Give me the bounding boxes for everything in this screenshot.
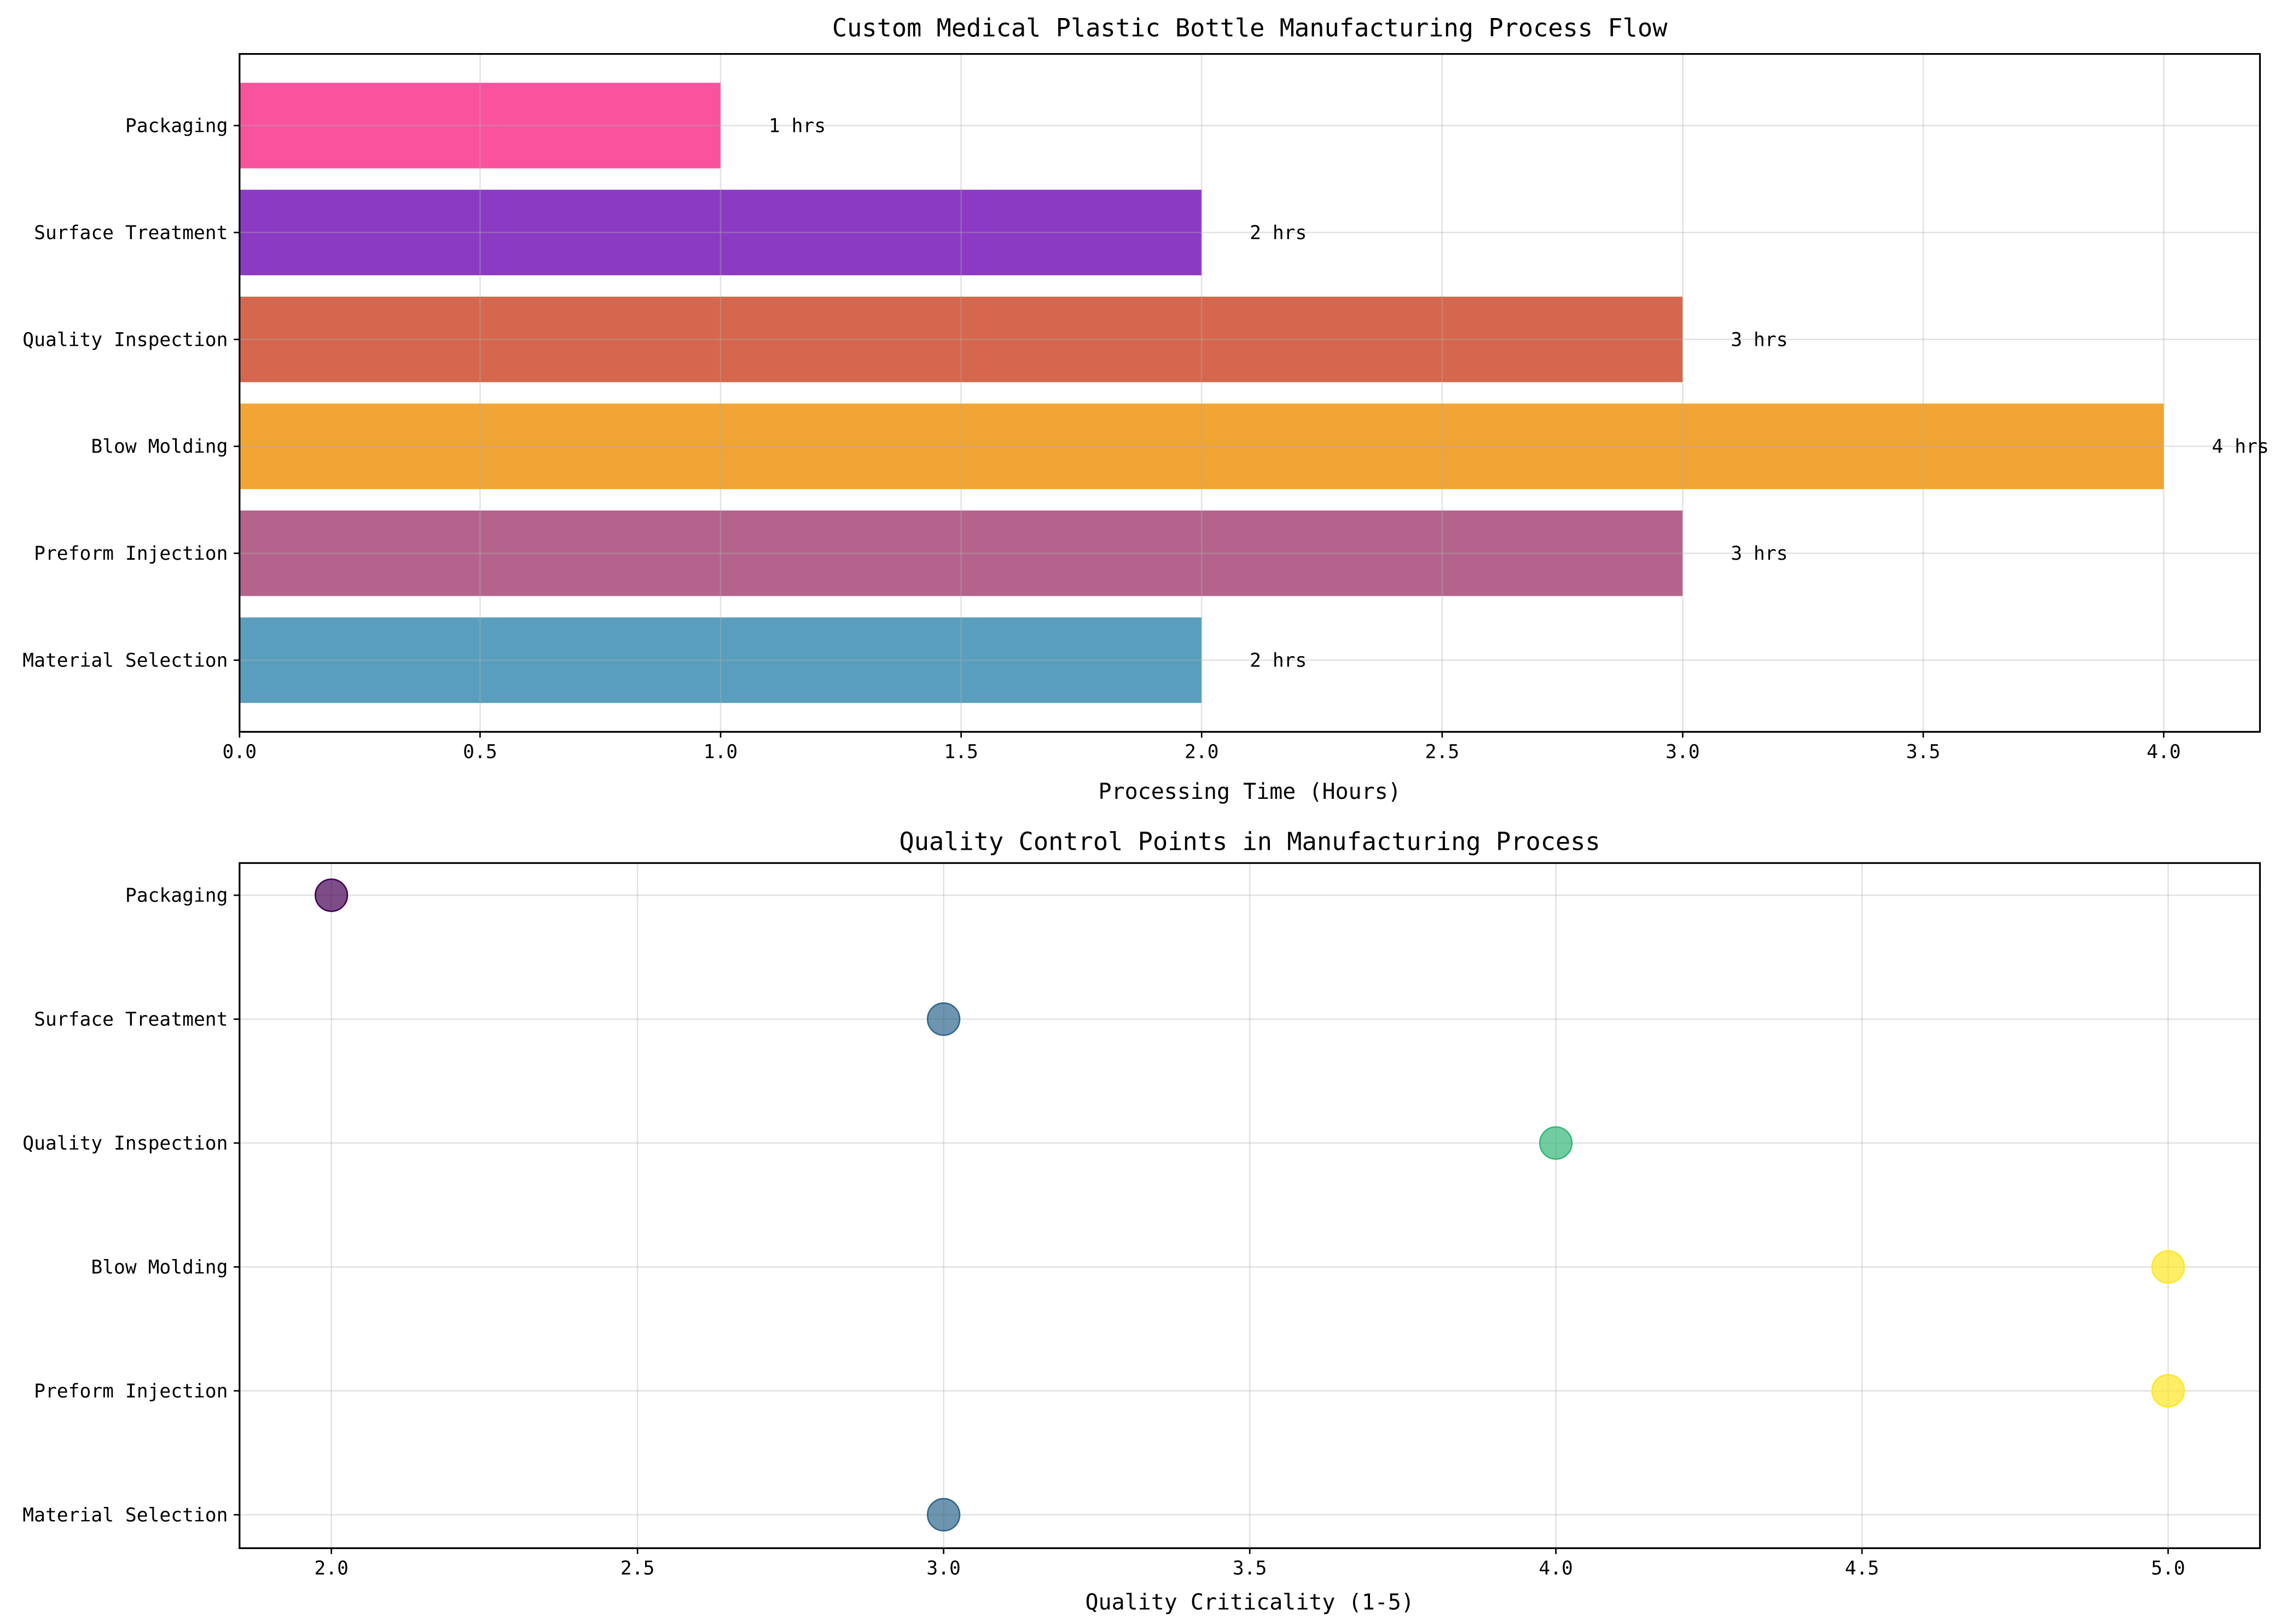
y-tick-label: Preform Injection (34, 543, 228, 565)
x-tick-label: 0.0 (223, 741, 257, 763)
scatter-point (2151, 1250, 2185, 1284)
data-label: 3 hrs (1731, 329, 1788, 351)
x-tick-label: 2.5 (620, 1557, 655, 1579)
scatter-point (927, 1498, 961, 1532)
y-tick-label: Blow Molding (91, 1256, 228, 1278)
bar (239, 83, 721, 169)
gridlines (239, 54, 2260, 732)
quality-control-chart: Quality Control Points in Manufacturing … (22, 827, 2261, 1615)
x-tick-label: 3.5 (1906, 741, 1941, 763)
chart-title: Quality Control Points in Manufacturing … (899, 827, 1600, 856)
y-tick-label: Packaging (125, 115, 228, 137)
x-axis-label: Processing Time (Hours) (1099, 779, 1401, 804)
y-tick-label: Preform Injection (34, 1381, 228, 1402)
x-tick-label: 3.5 (1233, 1557, 1267, 1579)
scatter-point (1539, 1126, 1573, 1160)
data-label: 1 hrs (769, 115, 826, 137)
data-label: 2 hrs (1250, 222, 1307, 244)
scatter-point (315, 878, 349, 912)
x-tick-label: 4.0 (1539, 1557, 1573, 1579)
y-tick-label: Quality Inspection (22, 329, 228, 351)
y-tick-label: Surface Treatment (34, 222, 228, 244)
x-tick-label: 1.0 (704, 741, 738, 763)
y-tick-label: Surface Treatment (34, 1009, 228, 1031)
x-tick-label: 3.0 (1665, 741, 1700, 763)
y-tick-label: Blow Molding (91, 436, 228, 458)
scatter-point (927, 1002, 961, 1036)
x-tick-label: 4.0 (2146, 741, 2181, 763)
x-tick-label: 5.0 (2151, 1557, 2185, 1579)
y-tick-label: Quality Inspection (22, 1133, 228, 1155)
chart-title: Custom Medical Plastic Bottle Manufactur… (832, 14, 1668, 43)
x-tick-label: 3.0 (926, 1557, 961, 1579)
y-tick-label: Packaging (125, 885, 228, 907)
bar (239, 297, 1683, 382)
y-tick-label: Material Selection (22, 1504, 228, 1526)
y-tick-label: Material Selection (22, 650, 228, 672)
x-tick-label: 1.5 (944, 741, 978, 763)
x-tick-label: 2.0 (1185, 741, 1219, 763)
x-tick-label: 4.5 (1845, 1557, 1879, 1579)
bar (239, 510, 1683, 596)
x-tick-label: 2.0 (314, 1557, 349, 1579)
plot-frame (239, 53, 2261, 733)
bar (239, 403, 2164, 489)
data-label: 2 hrs (1250, 650, 1307, 672)
scatter-point (2151, 1374, 2185, 1408)
x-tick-label: 0.5 (463, 741, 497, 763)
plot-frame (239, 862, 2261, 1550)
process-time-chart: Custom Medical Plastic Bottle Manufactur… (22, 14, 2269, 804)
bar (239, 617, 1202, 703)
x-tick-label: 2.5 (1425, 741, 1460, 763)
x-axis-label: Quality Criticality (1-5) (1085, 1590, 1414, 1615)
data-label: 3 hrs (1731, 543, 1788, 565)
bar (239, 189, 1202, 276)
gridlines (239, 863, 2260, 1548)
